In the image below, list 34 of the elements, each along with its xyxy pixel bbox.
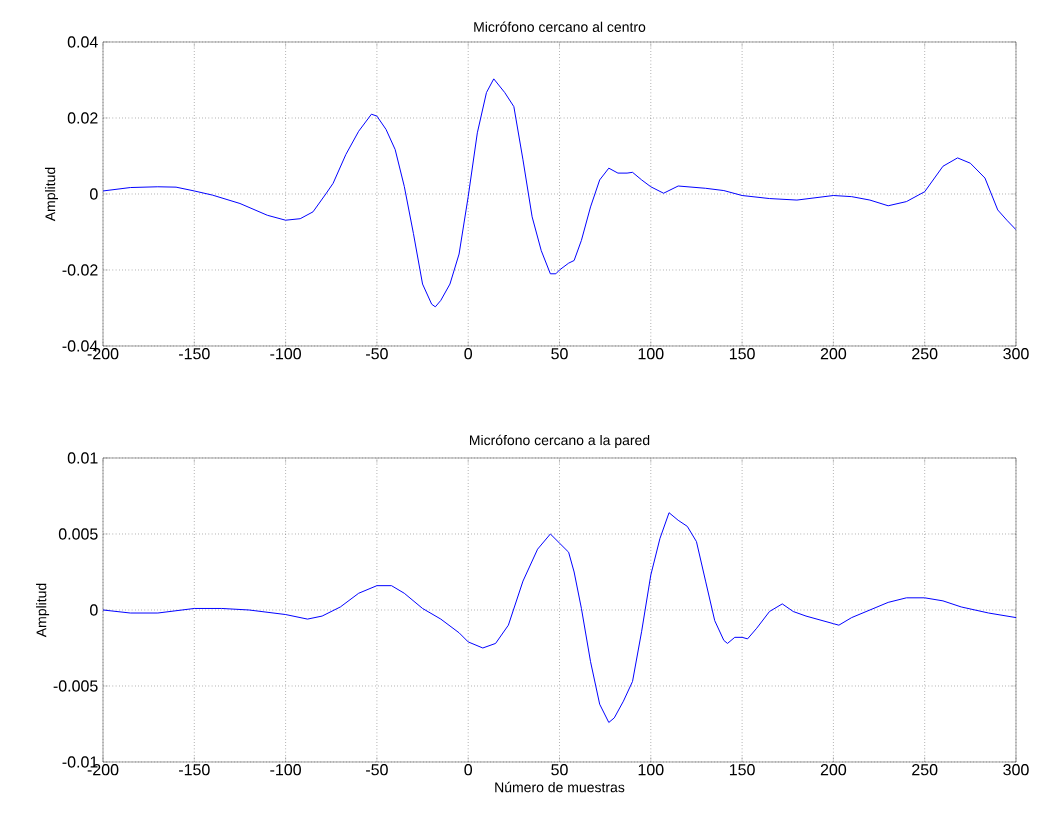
chart-title: Micrófono cercano a la pared <box>469 434 650 448</box>
x-tick-label: -100 <box>270 764 301 776</box>
x-tick-label: 200 <box>820 348 847 360</box>
line-series <box>103 78 1016 308</box>
y-tick-label: 0.01 <box>67 452 98 464</box>
x-tick-label: 300 <box>1003 764 1029 776</box>
x-tick-label: 0 <box>464 764 473 776</box>
x-tick-label: -100 <box>270 348 301 360</box>
x-tick-label: 50 <box>551 348 568 360</box>
x-tick-label: -50 <box>366 348 388 360</box>
x-axis-title: Número de muestras <box>495 781 625 793</box>
x-tick-label: 100 <box>638 348 664 360</box>
x-tick-label: 200 <box>820 764 847 776</box>
x-tick-label: 150 <box>729 348 755 360</box>
chart-title: Micrófono cercano al centro <box>474 21 646 32</box>
y-axis-title: Amplitud <box>44 167 59 222</box>
y-tick-label: 0.005 <box>58 528 98 540</box>
x-tick-label: 250 <box>912 348 938 360</box>
x-tick-label: 250 <box>912 764 938 776</box>
x-tick-label: 0 <box>464 348 473 360</box>
x-tick-label: 300 <box>1003 348 1029 360</box>
y-tick-label: 0 <box>90 188 98 200</box>
y-tick-label: -0.005 <box>53 680 98 692</box>
y-tick-label: -0.02 <box>62 264 98 276</box>
y-tick-label: 0.02 <box>67 112 98 124</box>
x-tick-label: 150 <box>729 764 755 776</box>
x-tick-label: -50 <box>366 764 388 776</box>
x-tick-label: -150 <box>179 764 210 776</box>
y-axis-title: Amplitud <box>36 583 50 638</box>
x-tick-label: -150 <box>179 348 210 360</box>
y-tick-label: 0.04 <box>67 36 98 48</box>
x-tick-label: 100 <box>638 764 664 776</box>
y-tick-label: 0 <box>90 604 98 616</box>
x-tick-label: 50 <box>551 764 568 776</box>
